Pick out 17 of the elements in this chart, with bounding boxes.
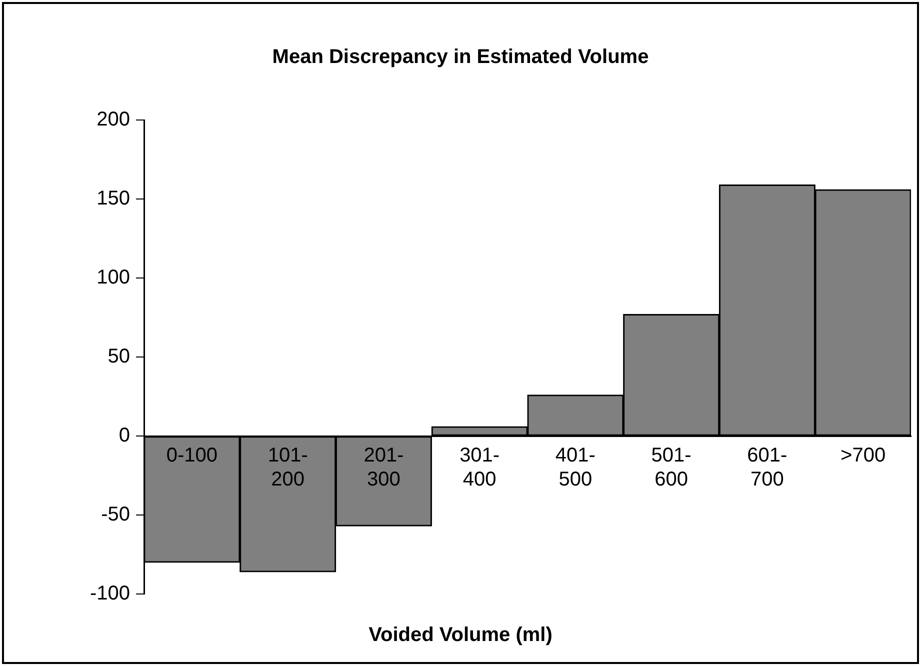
y-tick-label: -50 [101,504,130,526]
y-tick-label: 100 [96,266,130,289]
x-tick-label: 301-400 [460,444,500,491]
y-tick-label: 150 [96,188,130,210]
x-tick-label: 0-100 [166,444,218,467]
x-tick-label: 201-300 [364,444,404,491]
x-tick-label: 601-700 [747,444,788,491]
y-tick-label: 0 [118,424,130,447]
x-tick-label: 501-600 [651,444,692,491]
y-tick-label: 50 [108,346,130,368]
x-tick-label: 101-200 [268,444,308,491]
y-tick-label: 200 [96,108,130,131]
y-tick-label: -100 [90,582,130,605]
chart-title: Mean Discrepancy in Estimated Volume [271,46,650,69]
x-tick-label: 401-500 [555,444,596,491]
x-axis-title: Voided Volume (ml) [368,624,554,647]
x-tick-label: >700 [840,444,886,467]
